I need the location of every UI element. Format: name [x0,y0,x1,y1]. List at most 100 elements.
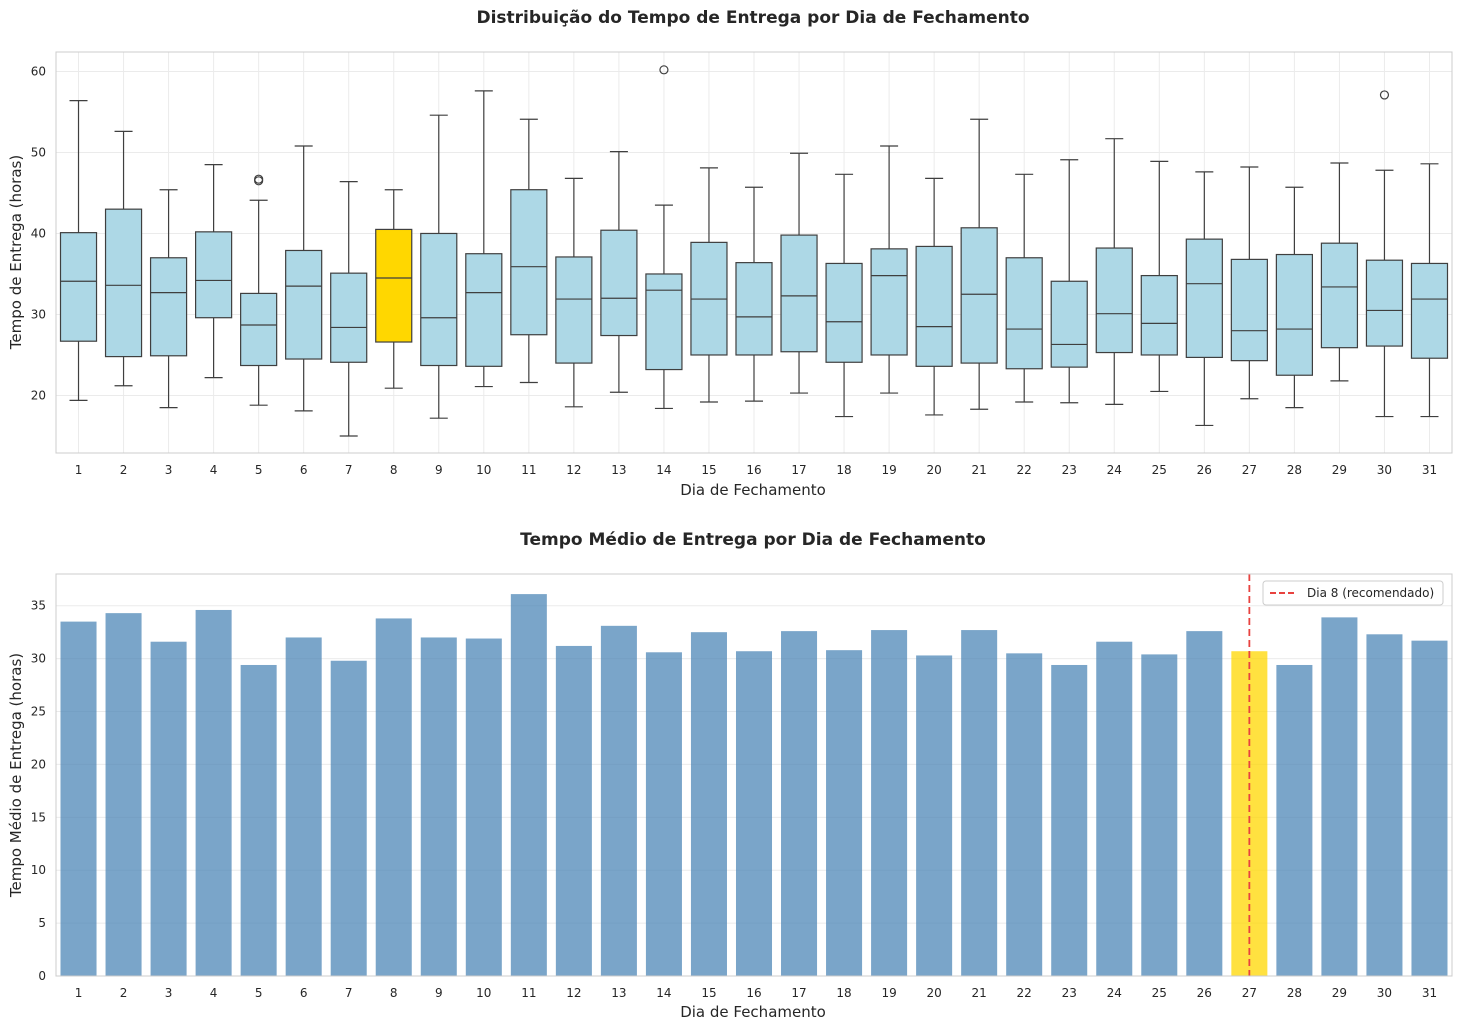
iqr-box [600,229,638,337]
bar-8 [375,618,412,976]
box-30 [1365,90,1404,418]
iqr-box [1050,280,1088,368]
iqr-box [510,189,548,336]
bar-25 [1141,654,1178,976]
boxplot-title: Distribuição do Tempo de Entrega por Dia… [476,8,1029,28]
x-tick-label: 5 [255,986,263,1000]
barchart-title: Tempo Médio de Entrega por Dia de Fecham… [520,530,986,550]
x-tick-label: 13 [611,986,626,1000]
x-tick-label: 15 [701,986,716,1000]
box-10 [465,90,503,388]
x-tick-label: 27 [1242,986,1257,1000]
x-tick-label: 28 [1287,463,1302,477]
x-tick-label: 12 [566,986,581,1000]
iqr-box [240,292,278,367]
iqr-box [1005,257,1043,370]
x-tick-label: 31 [1422,463,1437,477]
x-tick-label: 30 [1377,986,1392,1000]
y-tick-label: 50 [31,145,46,159]
iqr-box [1230,258,1268,362]
box-3 [149,189,188,409]
barchart-bars [60,594,1448,976]
x-tick-label: 2 [120,463,128,477]
box-21 [960,118,998,410]
iqr-box [735,262,773,356]
bar-4 [195,609,232,976]
barchart-x-ticks: 1 2 3 4 5 6 7 8 9 10 11 12 13 14 15 16 17 18 19 20 21 22 23 24 2… [75,986,1437,1000]
boxplot-panel: Distribuição do Tempo de Entrega por Dia… [7,8,1453,499]
box-1 [59,100,98,401]
box-5 [240,174,278,406]
x-tick-label: 1 [75,986,83,1000]
bar-26 [1186,631,1223,976]
box-15 [690,167,728,403]
bar-22 [1006,653,1043,976]
bar-19 [871,630,908,976]
x-tick-label: 18 [836,463,851,477]
bar-17 [781,631,818,976]
bar-11 [510,594,547,976]
iqr-box [555,256,593,364]
x-tick-label: 5 [255,463,263,477]
box-20 [915,177,953,416]
x-tick-label: 20 [926,986,941,1000]
iqr-box [645,273,683,371]
barchart-panel: Tempo Médio de Entrega por Dia de Fecham… [7,530,1453,1021]
y-tick-label: 15 [31,810,46,824]
x-tick-label: 7 [345,986,353,1000]
y-tick-label: 5 [38,916,46,930]
iqr-box [1275,253,1313,376]
x-tick-label: 8 [390,986,398,1000]
iqr-box [1185,238,1223,359]
x-tick-label: 7 [345,463,353,477]
box-14 [645,65,683,410]
x-tick-label: 29 [1332,463,1347,477]
bar-2 [105,613,142,976]
x-tick-label: 25 [1152,986,1167,1000]
outlier-point [659,65,669,75]
barchart-y-ticks: 0 5 10 15 20 25 30 35 [31,599,46,983]
x-tick-label: 20 [926,463,941,477]
bar-6 [285,637,322,976]
iqr-box [330,272,368,363]
legend-box [1262,580,1444,606]
x-tick-label: 6 [300,986,308,1000]
box-6 [285,145,323,412]
iqr-box [870,248,908,356]
boxplot-y-ticks: 20 30 40 50 60 [31,64,46,402]
x-tick-label: 14 [656,463,671,477]
iqr-box [104,208,143,358]
x-tick-label: 24 [1107,463,1122,477]
box-13 [600,151,638,393]
bar-7 [330,660,367,976]
x-tick-label: 2 [120,986,128,1000]
iqr-box [1320,242,1359,349]
barchart-frame [55,573,1453,977]
bar-23 [1051,664,1088,976]
box-8 [375,189,413,389]
iqr-box [1410,262,1449,359]
iqr-box [960,227,998,364]
bar-20 [916,655,953,976]
x-tick-label: 30 [1377,463,1392,477]
x-tick-label: 22 [1017,463,1032,477]
y-tick-label: 0 [38,969,46,983]
iqr-box [149,257,188,357]
bar-10 [465,638,502,976]
box-24 [1095,138,1133,405]
bar-21 [961,630,998,976]
x-tick-label: 19 [881,463,896,477]
box-19 [870,145,908,394]
iqr-box [915,245,953,367]
boxplot-frame [55,51,1453,454]
x-tick-label: 31 [1422,986,1437,1000]
bar-28 [1276,664,1313,976]
box-26 [1185,171,1223,427]
x-tick-label: 25 [1152,463,1167,477]
x-tick-label: 9 [435,463,443,477]
x-tick-label: 6 [300,463,308,477]
box-17 [780,152,818,394]
iqr-box [825,262,863,363]
iqr-box [1140,274,1178,356]
iqr-box [1095,247,1133,354]
